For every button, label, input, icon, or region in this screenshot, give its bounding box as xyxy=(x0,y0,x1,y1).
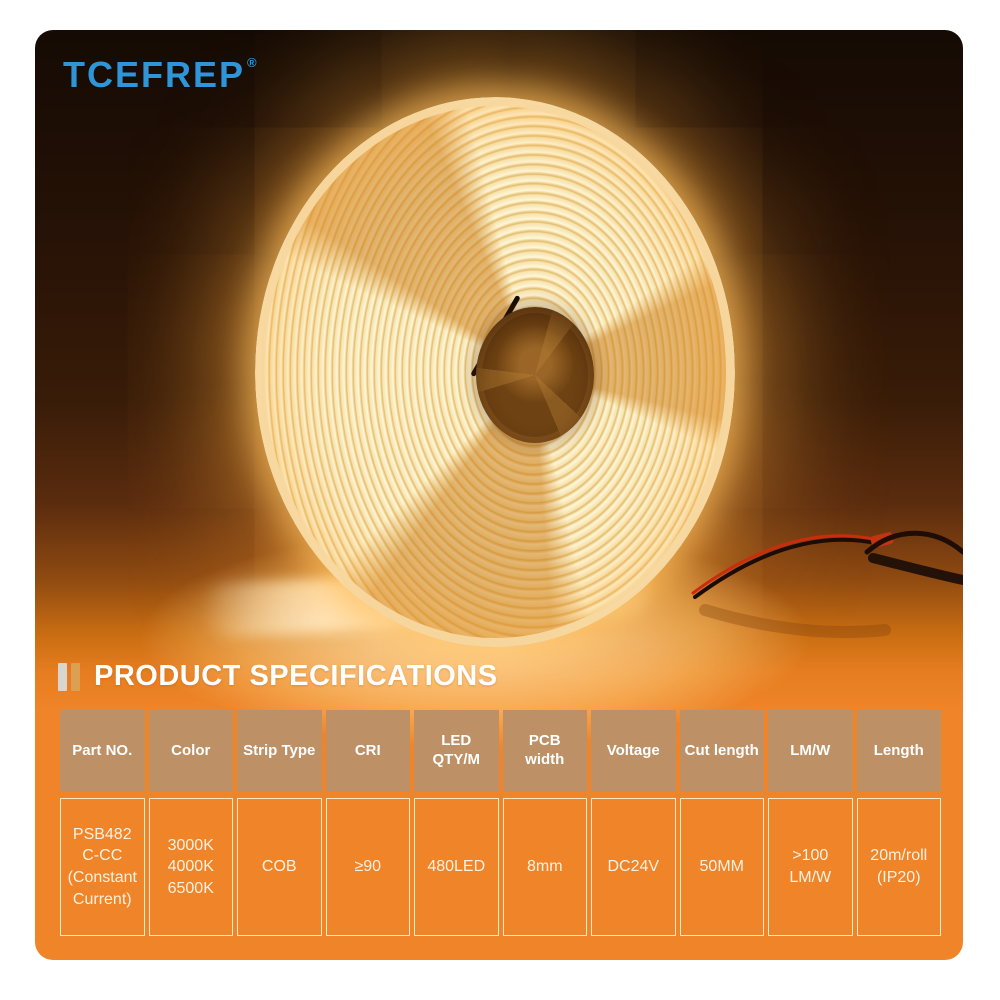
power-wires-icon xyxy=(691,530,963,638)
reel-hub xyxy=(476,307,594,443)
col-header-strip-type: Strip Type xyxy=(237,710,322,792)
col-header-led-qty: LED QTY/M xyxy=(414,710,499,792)
heading-bar-light xyxy=(58,662,67,691)
cell-led-qty: 480LED xyxy=(414,798,499,936)
section-heading: PRODUCT SPECIFICATIONS xyxy=(58,660,498,693)
col-header-lmw: LM/W xyxy=(768,710,853,792)
spec-table: Part NO. Color Strip Type CRI LED QTY/M … xyxy=(60,710,941,936)
led-reel-photo xyxy=(35,30,963,700)
cell-part-no: PSB482 C-CC (Constant Current) xyxy=(60,798,145,936)
cell-lmw: >100 LM/W xyxy=(768,798,853,936)
brand-logo: TCEFREP ® xyxy=(63,54,257,96)
cell-length: 20m/roll (IP20) xyxy=(856,798,941,936)
col-header-color: Color xyxy=(148,710,233,792)
col-header-part-no: Part NO. xyxy=(60,710,145,792)
heading-bar-orange xyxy=(71,662,80,691)
cell-color: 3000K 4000K 6500K xyxy=(148,798,233,936)
cell-strip-type: COB xyxy=(237,798,322,936)
product-image-card: TCEFREP ® PRODUCT SPECIFICATIONS Part NO.… xyxy=(35,30,963,960)
registered-trademark-icon: ® xyxy=(247,55,259,70)
col-header-cri: CRI xyxy=(325,710,410,792)
spec-table-value-row: PSB482 C-CC (Constant Current) 3000K 400… xyxy=(60,798,941,936)
cell-pcb-width: 8mm xyxy=(502,798,587,936)
led-strip-reel xyxy=(255,97,735,647)
cell-cut-length: 50MM xyxy=(679,798,764,936)
brand-name: TCEFREP xyxy=(63,54,246,95)
col-header-pcb-width: PCB width xyxy=(502,710,587,792)
col-header-cut-length: Cut length xyxy=(679,710,764,792)
cell-voltage: DC24V xyxy=(591,798,676,936)
section-title: PRODUCT SPECIFICATIONS xyxy=(94,660,498,692)
col-header-length: Length xyxy=(856,710,941,792)
spec-table-header-row: Part NO. Color Strip Type CRI LED QTY/M … xyxy=(60,710,941,792)
col-header-voltage: Voltage xyxy=(591,710,676,792)
cell-cri: ≥90 xyxy=(325,798,410,936)
